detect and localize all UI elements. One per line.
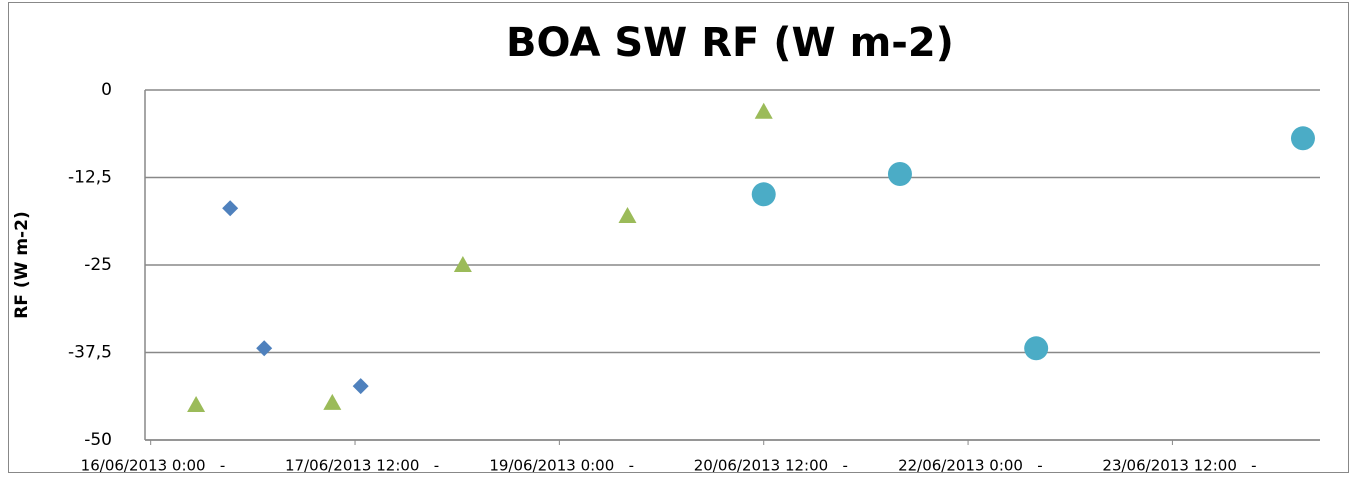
triangle-point xyxy=(323,393,342,410)
triangle-point xyxy=(453,256,472,272)
x-tick-label: 17/06/2013 12:00 - xyxy=(285,457,439,475)
y-tick-label: -50 xyxy=(84,430,112,450)
x-tick-label: 19/06/2013 0:00 - xyxy=(489,457,634,475)
x-tick-label: 20/06/2013 12:00 - xyxy=(694,457,848,475)
y-tick-label: -37,5 xyxy=(68,343,112,363)
circle-point xyxy=(1024,336,1049,361)
chart-title: BOA SW RF (W m-2) xyxy=(506,20,954,66)
circle-point xyxy=(751,182,776,207)
chart-frame xyxy=(8,2,1349,473)
y-tick-label: -12,5 xyxy=(68,168,112,188)
diamond-point xyxy=(352,378,369,395)
diamond-point xyxy=(256,340,273,357)
triangle-point xyxy=(754,102,773,119)
x-tick-label: 23/06/2013 12:00 - xyxy=(1102,457,1256,475)
x-tick-label: 22/06/2013 0:00 - xyxy=(898,457,1043,475)
y-tick-label: 0 xyxy=(101,80,112,100)
circle-point xyxy=(887,162,912,186)
triangle-point xyxy=(187,396,206,412)
circle-point xyxy=(1290,126,1315,151)
y-tick-label: -25 xyxy=(84,255,112,275)
x-tick-label: 16/06/2013 0:00 - xyxy=(81,457,226,475)
y-axis-label: RF (W m-2) xyxy=(12,211,32,318)
diamond-point xyxy=(222,200,239,217)
triangle-point xyxy=(618,207,637,223)
